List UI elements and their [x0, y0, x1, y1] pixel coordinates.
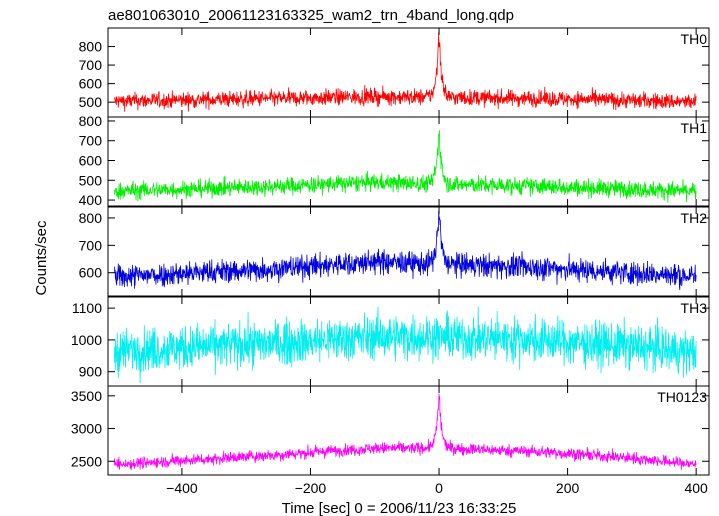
y-tick-label: 600: [79, 76, 103, 92]
panel-label: TH1: [681, 120, 708, 136]
y-tick-label: 400: [79, 192, 103, 208]
series-th3: [114, 306, 697, 384]
y-tick-label: 700: [79, 133, 103, 149]
y-tick-label: 2500: [71, 453, 102, 469]
panel-label: TH0123: [657, 389, 707, 405]
panel-th0: 500 600 700 800 TH0: [79, 27, 710, 118]
panel-th1: 400 500 600 700 800 TH1: [79, 113, 710, 208]
panel-th2: 600 700 800 TH2: [79, 206, 710, 297]
y-tick-label: 3500: [71, 388, 102, 404]
y-tick-label: 800: [79, 210, 103, 226]
y-tick-label: 800: [79, 113, 103, 129]
y-tick-label: 500: [79, 94, 103, 110]
panel-frame: [107, 385, 710, 476]
y-tick-label: 1100: [72, 300, 102, 316]
panel-label: TH3: [681, 300, 708, 316]
x-axis-label: Time [sec] 0 = 2006/11/23 16:33:25: [282, 500, 517, 516]
panel-frame: [107, 206, 710, 297]
y-tick-label: 900: [79, 364, 103, 380]
x-tick-label: −200: [295, 480, 327, 496]
y-tick-label: 600: [79, 265, 103, 281]
series-th0123: [114, 393, 697, 471]
panel-th0123: 2500 3000 3500 TH0123: [71, 385, 710, 476]
x-tick-label: −400: [166, 480, 198, 496]
x-tick-label: 400: [684, 480, 708, 496]
panels: 500 600 700 800 TH0 400 500 600 700 800 TH1 600 700 8…: [71, 27, 710, 496]
panel-th3: 900 1000 1100 TH3: [71, 296, 710, 387]
x-tick-label: 200: [556, 480, 580, 496]
y-tick-label: 800: [79, 39, 103, 55]
y-tick-label: 1000: [71, 332, 102, 348]
series-th0: [114, 32, 697, 112]
y-tick-label: 500: [79, 172, 103, 188]
y-tick-label: 600: [79, 153, 103, 169]
y-tick-label: 700: [79, 237, 103, 253]
chart-title: ae801063010_20061123163325_wam2_trn_4ban…: [108, 7, 514, 24]
series-th2: [114, 210, 697, 290]
panel-frame: [107, 116, 710, 207]
series-th1: [114, 130, 697, 203]
panel-label: TH0: [681, 31, 708, 47]
y-tick-label: 700: [79, 57, 103, 73]
y-axis-label: Counts/sec: [33, 220, 50, 296]
y-tick-label: 3000: [71, 421, 102, 437]
panel-label: TH2: [681, 210, 708, 226]
x-tick-label: 0: [435, 480, 443, 496]
